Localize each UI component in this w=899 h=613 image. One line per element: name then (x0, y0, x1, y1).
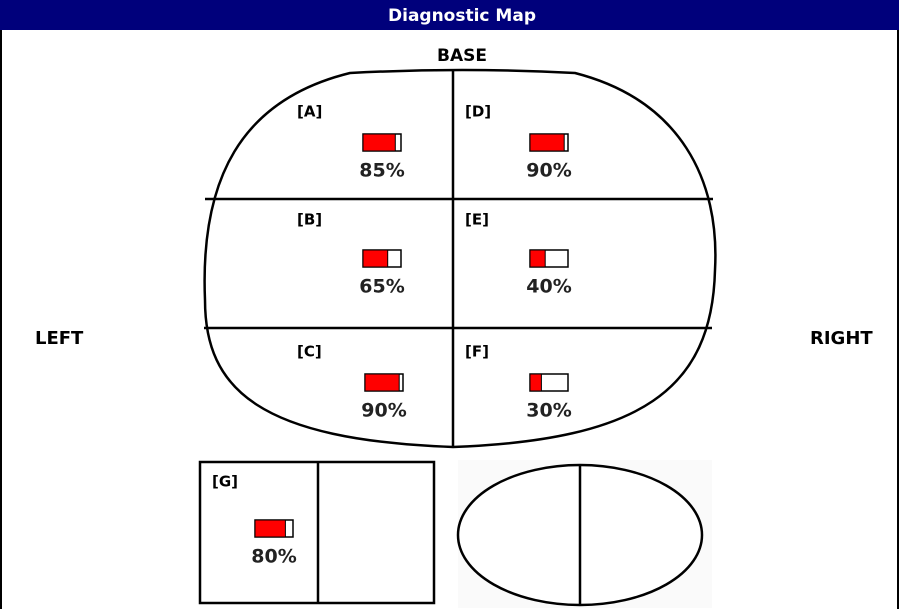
value-label: 85% (359, 160, 404, 182)
organ-outline (203, 68, 717, 449)
header-title: Diagnostic Map (388, 6, 536, 26)
bar-fill (529, 373, 542, 392)
bar-fill (529, 249, 546, 268)
region-label: [C] (297, 343, 322, 361)
bar-fill (529, 133, 565, 152)
value-label: 90% (526, 160, 571, 182)
base-label: BASE (437, 46, 487, 66)
bar-fill (254, 519, 286, 538)
value-label: 90% (361, 400, 406, 422)
bar-fill (362, 249, 389, 268)
region-label: [F] (465, 343, 489, 361)
value-label: 65% (359, 276, 404, 298)
bar-fill (364, 373, 400, 392)
header-bar (0, 0, 899, 30)
right-label: RIGHT (810, 328, 873, 349)
region-label: [D] (465, 103, 491, 121)
bar-fill (362, 133, 396, 152)
region-label: [E] (465, 211, 489, 229)
value-label: 80% (251, 546, 296, 568)
value-label: 40% (526, 276, 571, 298)
region-label: [B] (297, 211, 322, 229)
value-label: 30% (526, 400, 571, 422)
left-label: LEFT (35, 328, 84, 349)
region-label: [A] (297, 103, 322, 121)
region-label: [G] (212, 473, 238, 491)
